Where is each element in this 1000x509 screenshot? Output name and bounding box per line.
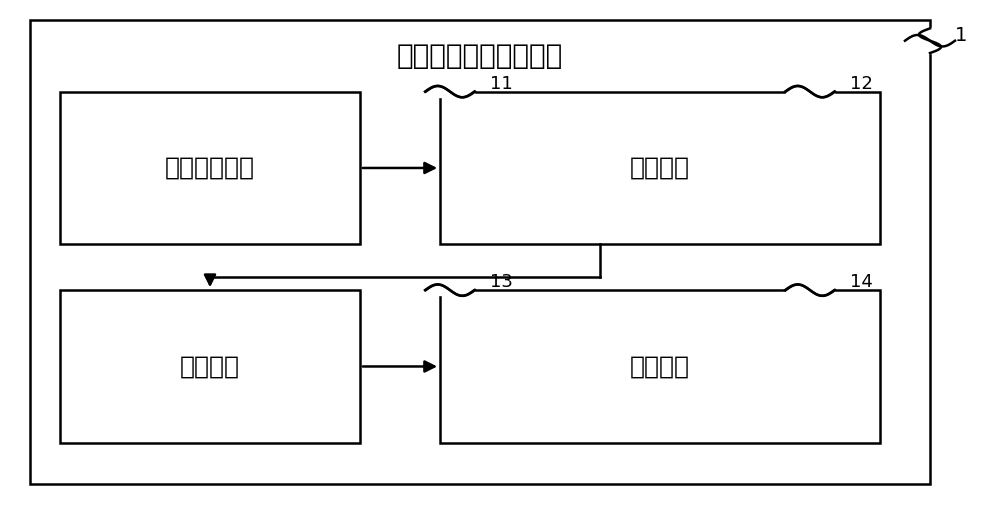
Text: 13: 13 [490,273,513,292]
Bar [786,87,834,97]
Text: 11: 11 [490,75,513,93]
Bar [60,290,360,443]
Bar [426,87,474,97]
Bar [440,290,880,443]
Bar [426,285,474,295]
Text: 工具模块: 工具模块 [180,354,240,379]
Text: 扩展数据模块: 扩展数据模块 [165,156,255,180]
Text: 1: 1 [955,26,967,45]
Text: 12: 12 [850,75,873,93]
Bar [786,285,834,295]
Text: 车内工具模块扩展系统: 车内工具模块扩展系统 [397,42,563,70]
Text: 14: 14 [850,273,873,292]
Text: 触发模块: 触发模块 [630,156,690,180]
Bar [920,29,940,53]
Text: 供能模块: 供能模块 [630,354,690,379]
Bar [60,92,360,244]
Bar [440,92,880,244]
